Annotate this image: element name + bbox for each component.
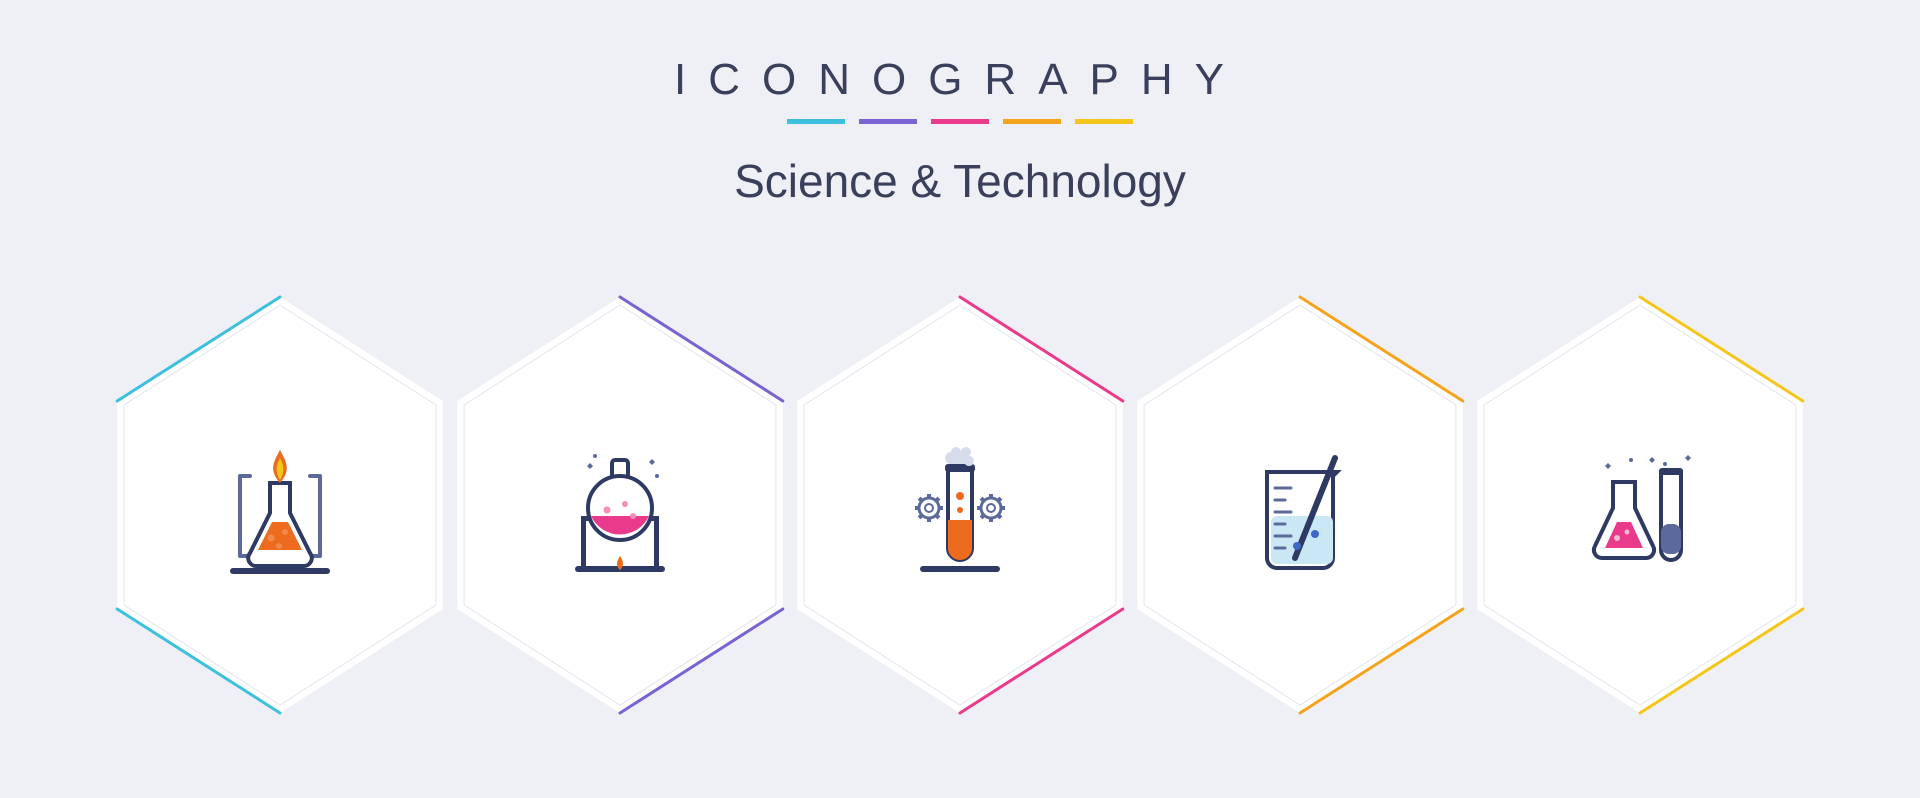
hex-flask-tube (1450, 295, 1830, 715)
brand-underlines (0, 119, 1920, 124)
underline-1 (787, 119, 845, 124)
hex-flask-flame (90, 295, 470, 715)
underline-3 (931, 119, 989, 124)
hex-test-tube (770, 295, 1150, 715)
header: ICONOGRAPHY Science & Technology (0, 0, 1920, 208)
beaker-stir-icon (1225, 438, 1375, 588)
hex-flask-stand (430, 295, 810, 715)
test-tube-boil-icon (885, 438, 1035, 588)
underline-2 (859, 119, 917, 124)
brand-title: ICONOGRAPHY (0, 55, 1920, 105)
flask-flame-icon (205, 438, 355, 588)
underline-5 (1075, 119, 1133, 124)
hex-row (90, 295, 1830, 715)
page-subtitle: Science & Technology (0, 154, 1920, 208)
underline-4 (1003, 119, 1061, 124)
flask-stand-icon (545, 438, 695, 588)
flask-and-tube-icon (1565, 438, 1715, 588)
hex-beaker (1110, 295, 1490, 715)
